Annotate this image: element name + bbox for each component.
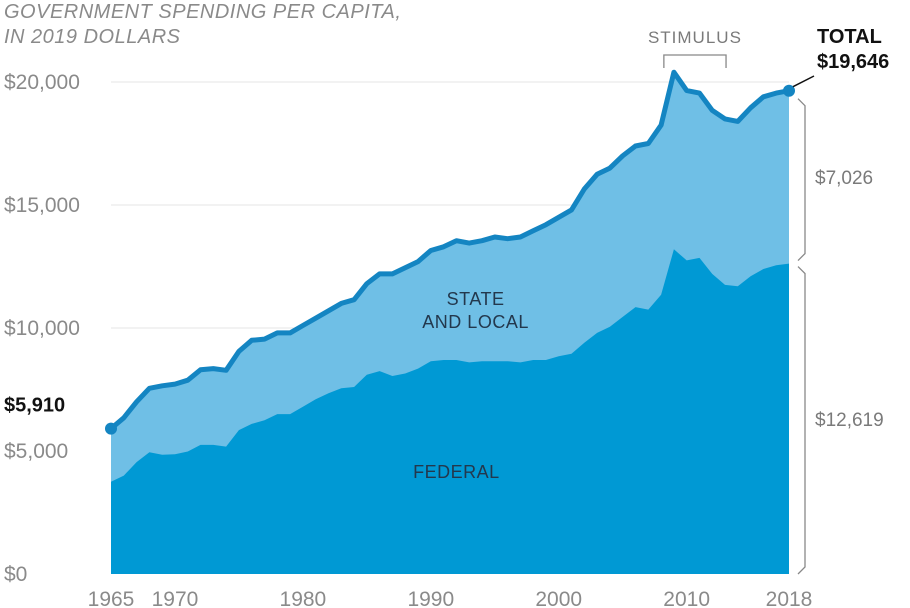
y-tick-label: $0 xyxy=(4,563,27,586)
federal-label: FEDERAL xyxy=(413,462,500,482)
state-local-label: AND LOCAL xyxy=(422,312,529,332)
area-labels: STATE AND LOCAL FEDERAL xyxy=(413,289,529,482)
state-local-label: STATE xyxy=(447,289,505,309)
total-value: $19,646 xyxy=(817,51,889,73)
x-tick-label: 1965 xyxy=(88,588,135,608)
x-tick-label: 2000 xyxy=(535,588,582,608)
chart-title-line-1: GOVERNMENT SPENDING PER CAPITA, xyxy=(4,1,401,23)
federal-end-value: $12,619 xyxy=(815,410,884,431)
chart-title: GOVERNMENT SPENDING PER CAPITA, IN 2019 … xyxy=(4,1,401,48)
stimulus-bracket xyxy=(663,54,727,68)
chart-title-line-2: IN 2019 DOLLARS xyxy=(4,26,181,48)
y-axis: $0 $5,000 $10,000 $15,000 $20,000 xyxy=(4,71,80,586)
area-series xyxy=(109,69,790,575)
state-local-end-value: $7,026 xyxy=(815,168,873,189)
start-point xyxy=(105,422,117,435)
y-tick-label: $15,000 xyxy=(4,194,80,217)
x-tick-label: 1990 xyxy=(407,588,454,608)
y-tick-label: $10,000 xyxy=(4,317,80,340)
federal-bracket xyxy=(797,266,806,575)
federal-area xyxy=(111,249,789,575)
x-tick-label: 1970 xyxy=(152,588,199,608)
total-line xyxy=(109,69,790,431)
x-tick-label: 2010 xyxy=(663,588,710,608)
state-local-bracket xyxy=(797,98,806,262)
annotations: $5,910 TOTAL $19,646 $7,026 $12,619 STIMULUS xyxy=(4,26,889,575)
end-point xyxy=(783,84,795,97)
x-axis: 1965 1970 1980 1990 2000 2010 2018 xyxy=(88,588,813,608)
x-tick-label: 2018 xyxy=(766,588,813,608)
start-value-label: $5,910 xyxy=(4,395,65,417)
stimulus-label: STIMULUS xyxy=(648,28,742,47)
y-tick-label: $20,000 xyxy=(4,71,80,94)
y-tick-label: $5,000 xyxy=(4,440,68,463)
x-tick-label: 1980 xyxy=(280,588,327,608)
total-title: TOTAL xyxy=(817,26,882,48)
end-leader-line xyxy=(792,75,815,88)
